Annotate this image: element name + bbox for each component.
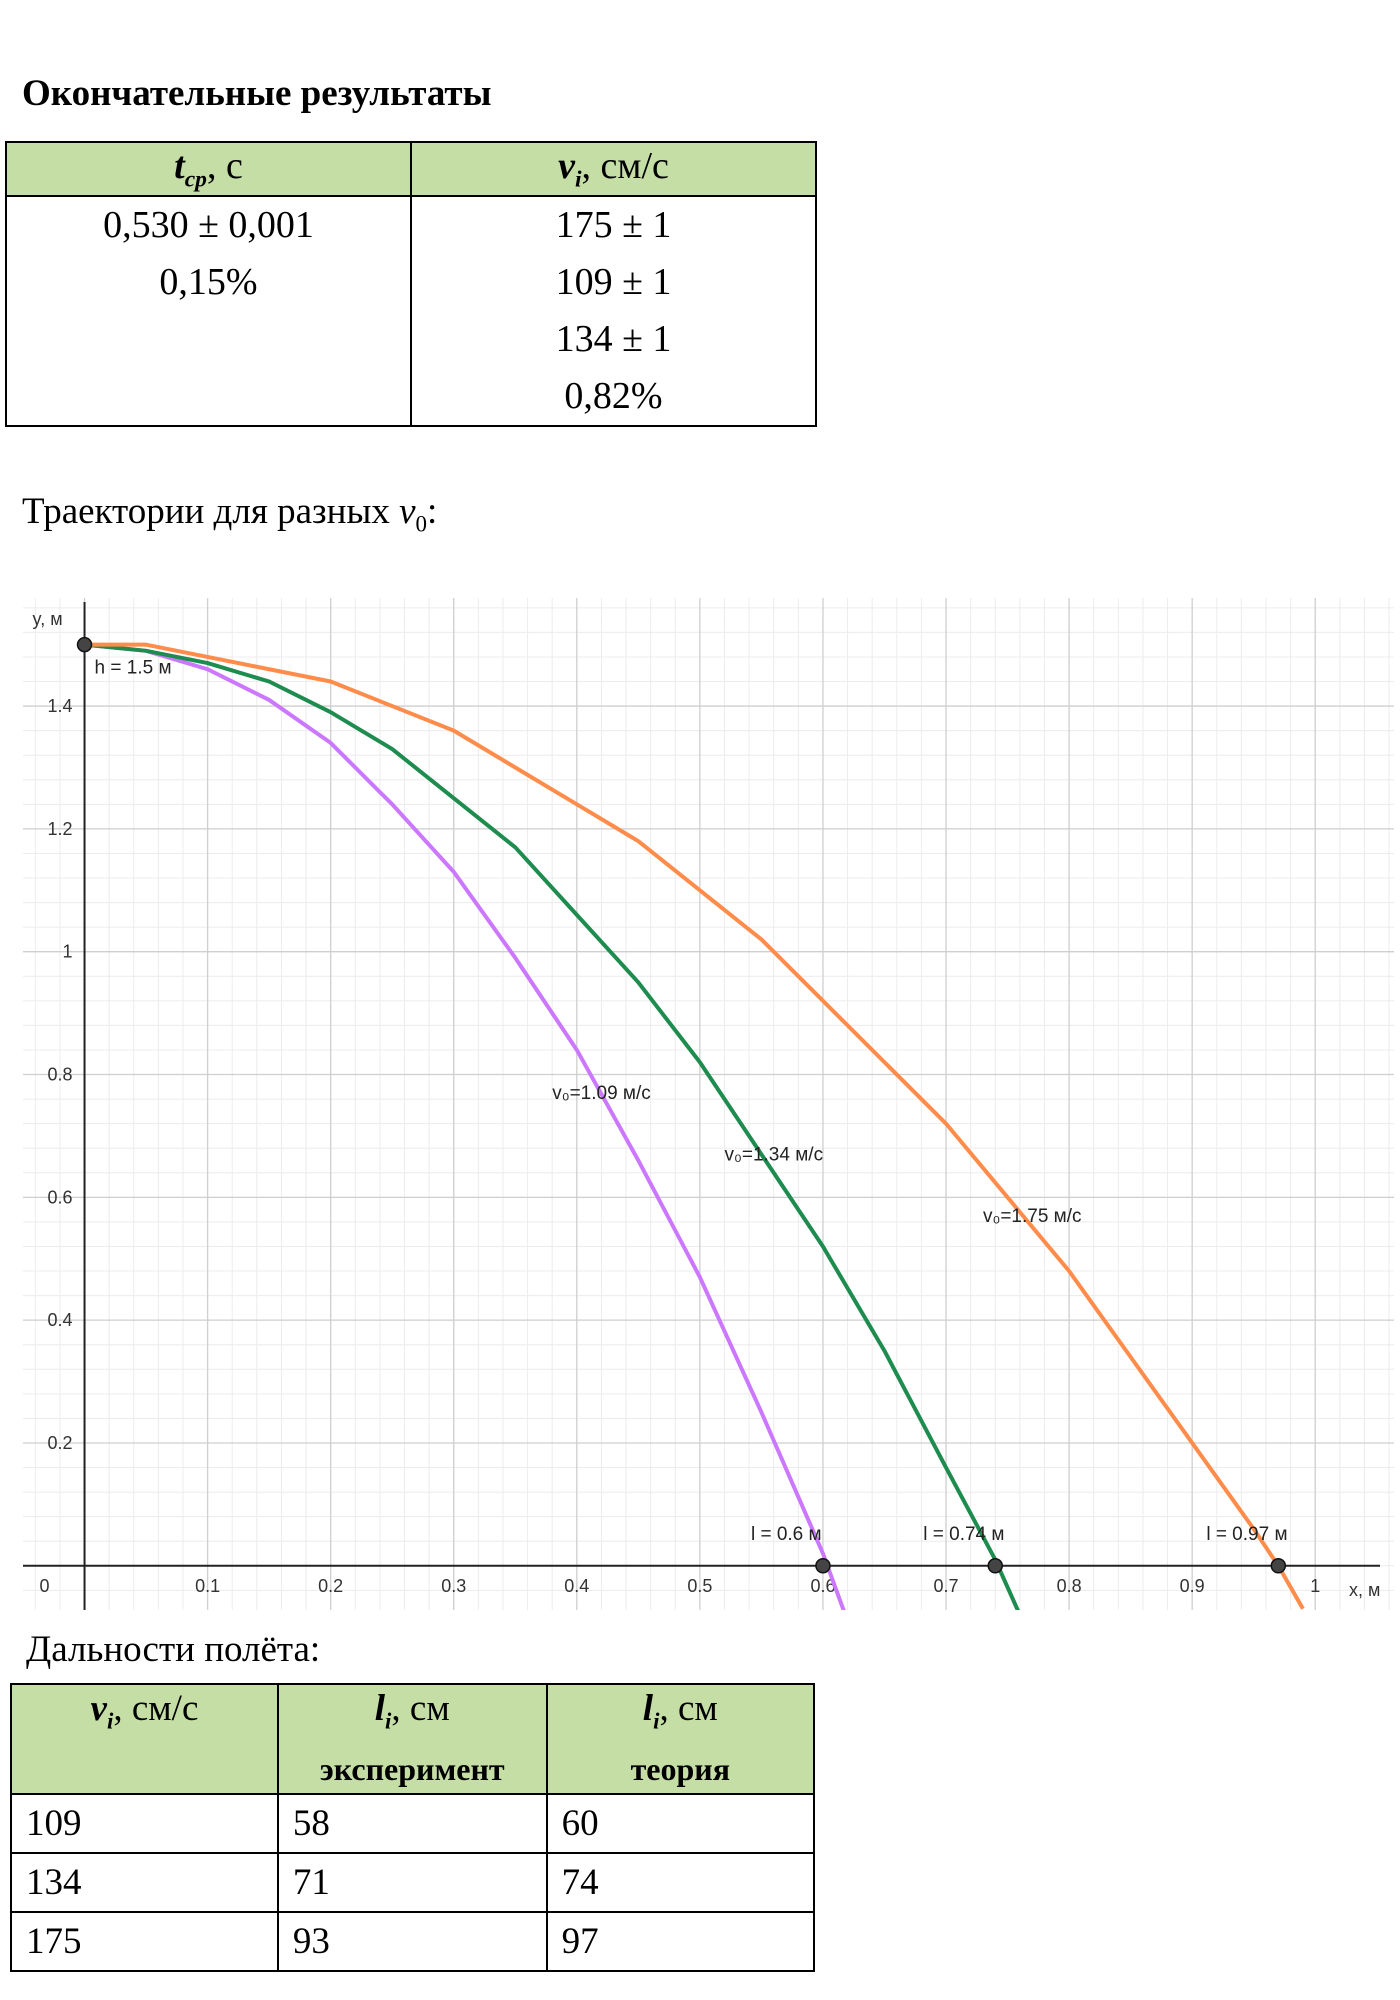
x-tick-label: 0.6	[810, 1576, 835, 1596]
value: 175 ± 1	[555, 204, 672, 246]
value: 0,15%	[159, 261, 258, 303]
row: 134 71 74	[10, 1852, 816, 1914]
series-label: v₀=1.34 м/с	[724, 1144, 823, 1165]
y-tick-label: 0.8	[48, 1065, 73, 1085]
cell: 175	[10, 1911, 279, 1973]
note: теория	[630, 1751, 731, 1788]
caption: Траектории для разных v0:	[22, 490, 437, 537]
subscript: i	[574, 166, 582, 193]
point	[987, 1558, 1004, 1574]
note: эксперимент	[319, 1751, 505, 1788]
plot-area	[84, 642, 1305, 1610]
unit: , см	[391, 1688, 450, 1729]
header-cell: li, см теория	[545, 1682, 816, 1796]
point	[815, 1558, 831, 1574]
series-label: v₀=1.09 м/с	[552, 1083, 651, 1104]
y-axis-label: y, м	[33, 609, 63, 629]
results-table: tcp, с vi, см/с 0,530 ± 0,001 0,15% 175 ±…	[5, 141, 817, 427]
y-tick-label: 1.4	[48, 696, 73, 716]
y-tick-label: 1.2	[48, 819, 73, 839]
x-tick-label: 0.9	[1180, 1576, 1205, 1596]
subscript: i	[385, 1708, 392, 1734]
point-label: l = 0.74 м	[923, 1524, 1004, 1545]
point	[76, 636, 93, 653]
y-tick-label: 1	[63, 942, 73, 962]
x-tick-label: 0.4	[564, 1576, 589, 1596]
symbol: v	[558, 145, 575, 188]
header-cell: tcp, с	[5, 141, 412, 197]
cell: 58	[276, 1793, 548, 1855]
x-tick-label: 0.8	[1057, 1576, 1082, 1596]
cell: 175 ± 1 109 ± 1 134 ± 1 0,82%	[410, 195, 817, 427]
y-tick-label: 0.4	[48, 1310, 73, 1330]
subscript: i	[106, 1708, 114, 1734]
value: 0,530 ± 0,001	[103, 204, 314, 246]
row: 109 58 60	[10, 1793, 816, 1855]
value: 109 ± 1	[555, 261, 672, 303]
cell: 71	[276, 1852, 548, 1914]
y-tick-label: 0.6	[48, 1187, 73, 1207]
unit: , см/с	[581, 145, 669, 188]
header-cell: vi, см/с	[410, 141, 817, 197]
cell: 74	[545, 1852, 816, 1914]
series-label: v₀=1.75 м/с	[983, 1206, 1082, 1227]
subscript: cp	[184, 166, 207, 193]
header-cell: li, см эксперимент	[276, 1682, 548, 1796]
caption: Дальности полёта:	[26, 1629, 321, 1670]
table-body: 109 58 60 134 71 74 175 93 97	[10, 1793, 816, 1973]
trajectory	[84, 642, 846, 1610]
cell: 134	[10, 1852, 279, 1914]
cell: 0,530 ± 0,001 0,15%	[5, 195, 412, 427]
x-tick-label: 0	[40, 1576, 50, 1596]
row: 175 93 97	[10, 1911, 816, 1973]
y-tick-label: 0.2	[48, 1433, 73, 1453]
trajectory	[84, 642, 1020, 1610]
unit: , см	[659, 1688, 718, 1729]
x-tick-label: 1	[1310, 1576, 1320, 1596]
caption-end: :	[426, 491, 438, 532]
symbol: l	[374, 1688, 386, 1729]
unit: , с	[206, 145, 243, 188]
point-label: h = 1.5 м	[95, 658, 172, 679]
value: 134 ± 1	[555, 318, 672, 360]
x-axis-label: x, м	[1349, 1580, 1380, 1600]
x-tick-label: 0.1	[195, 1576, 220, 1596]
header-cell: vi, см/с	[10, 1682, 279, 1796]
range-table: vi, см/с li, см эксперимент li, см теория …	[10, 1682, 816, 1973]
x-tick-label: 0.2	[318, 1576, 343, 1596]
point-label: l = 0.97 м	[1206, 1524, 1287, 1545]
heading: Окончательные результаты	[22, 73, 492, 114]
symbol: v	[90, 1688, 107, 1729]
chart: 0 0.1 0.2 0.3 0.4 0.5 0.6 0.7 0.8 0.9 1 0.2 0.4 0.6 0.…	[23, 598, 1394, 1610]
subscript: 0	[415, 511, 427, 537]
x-tick-label: 0.3	[441, 1576, 466, 1596]
unit: , см/с	[113, 1688, 199, 1729]
cell: 109	[10, 1793, 279, 1855]
cell: 60	[545, 1793, 816, 1855]
value: 0,82%	[564, 375, 663, 417]
x-tick-label: 0.7	[934, 1576, 959, 1596]
point	[1270, 1558, 1287, 1574]
x-tick-label: 0.5	[687, 1576, 712, 1596]
cell: 97	[545, 1911, 816, 1973]
trajectory	[84, 642, 1305, 1610]
point-label: l = 0.6 м	[751, 1524, 822, 1545]
cell: 93	[276, 1911, 548, 1973]
subscript: i	[653, 1708, 660, 1734]
symbol: l	[642, 1688, 654, 1729]
caption-text: Траектории для разных	[22, 491, 400, 532]
symbol: t	[174, 145, 185, 188]
symbol: v	[399, 491, 416, 532]
